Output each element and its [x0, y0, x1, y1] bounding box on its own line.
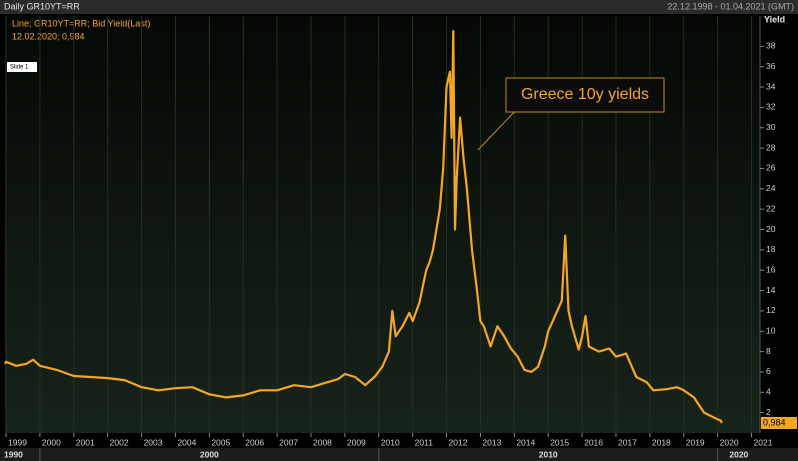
last-value-label: 0,984	[763, 417, 786, 427]
x-tick-label: 2009	[347, 437, 366, 447]
last-value-box	[761, 416, 797, 429]
x-tick-label: 2000	[42, 437, 61, 447]
x-tick-label: 2006	[245, 437, 264, 447]
x-tick-label: 2015	[550, 437, 569, 447]
y-tick-label: 32	[766, 102, 776, 112]
tag: Slide 1	[10, 65, 29, 71]
y-tick-label: 36	[766, 61, 776, 71]
decade-band	[0, 448, 798, 461]
x-tick-label: 2020	[720, 437, 739, 447]
x-tick-label: 2002	[110, 437, 129, 447]
x-tick-label: 2018	[652, 437, 671, 447]
subtitle: 12.02.2020; 0,984	[12, 31, 85, 41]
x-tick-label: 2012	[449, 437, 468, 447]
y-axis-label: Yield	[764, 14, 785, 24]
y-tick-label: 8	[766, 346, 771, 356]
header-bar	[0, 0, 798, 14]
x-tick-label: 2004	[177, 437, 196, 447]
y-tick-label: 6	[766, 366, 771, 376]
x-tick-label: 2005	[211, 437, 230, 447]
y-tick-label: 14	[766, 285, 776, 295]
y-tick-label: 4	[766, 387, 771, 397]
y-tick-label: 16	[766, 264, 776, 274]
y-tick-label: 26	[766, 163, 776, 173]
x-tick-label: 2003	[144, 437, 163, 447]
y-tick-label: 28	[766, 142, 776, 152]
y-tick-label: 2	[766, 407, 771, 417]
x-tick-label: 2016	[584, 437, 603, 447]
legend-entry: Line; GR10YT=RR; Bid Yield(Last)	[12, 18, 150, 28]
annotation-leader	[477, 107, 519, 151]
x-tick-label: 2019	[686, 437, 705, 447]
x-tick-label: 2013	[482, 437, 501, 447]
decade-label: 2010	[539, 449, 558, 459]
y-tick-label: 38	[766, 41, 776, 51]
x-tick-label: 2017	[618, 437, 637, 447]
y-tick-label: 12	[766, 305, 776, 315]
x-tick-label: 2007	[279, 437, 298, 447]
header-right: 22.12.1998 - 01.04.2021 (GMT)	[667, 1, 794, 11]
x-tick-label: 2010	[381, 437, 400, 447]
decade-label: 2000	[200, 449, 219, 459]
decade-label: 1990	[4, 449, 23, 459]
y-tick-label: 30	[766, 122, 776, 132]
y-tick-label: 20	[766, 224, 776, 234]
y-tick-label: 22	[766, 203, 776, 213]
x-tick-label: 2021	[754, 437, 773, 447]
y-tick-label: 10	[766, 326, 776, 336]
annotation-box	[505, 77, 665, 113]
x-tick-label: 2011	[415, 437, 434, 447]
y-tick-label: 18	[766, 244, 776, 254]
y-tick-label: 24	[766, 183, 776, 193]
decade-label: 2020	[729, 449, 748, 459]
y-tick-label: 34	[766, 81, 776, 91]
x-tick-label: 2014	[516, 437, 535, 447]
tag-box	[7, 62, 37, 72]
x-tick-label: 2001	[76, 437, 95, 447]
series-line	[4, 30, 723, 424]
header-left: Daily GR10YT=RR	[4, 1, 80, 11]
x-tick-label: 2008	[313, 437, 332, 447]
x-tick-label: 1999	[8, 437, 27, 447]
annotation: Greece 10y yields	[521, 86, 649, 103]
